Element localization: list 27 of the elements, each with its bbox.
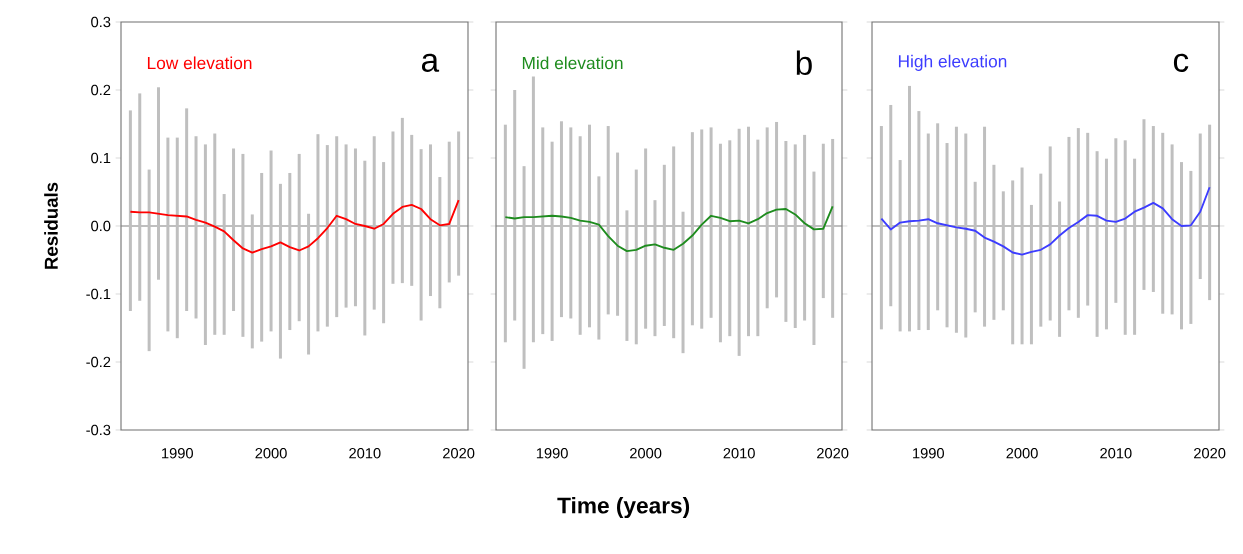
x-tick-label: 1990 [536, 448, 568, 459]
x-tick-label: 2020 [443, 448, 475, 459]
x-tick-label: 2020 [1194, 448, 1226, 459]
y-axis-title: Residuals [44, 182, 58, 269]
y-tick-label: -0.1 [86, 288, 111, 300]
y-tick-label: 0.1 [91, 152, 111, 164]
x-tick-label: 2010 [349, 448, 381, 459]
x-tick-label: 2000 [255, 448, 287, 459]
x-tick-label: 2000 [630, 448, 662, 459]
x-tick-label: 2020 [817, 448, 849, 459]
x-tick-label: 2010 [723, 448, 755, 459]
annotation: b [796, 50, 812, 76]
y-tick-label: -0.3 [86, 424, 111, 436]
text: High elevation [898, 54, 1007, 71]
annotation: a [421, 53, 440, 72]
text: Mid elevation [522, 56, 623, 70]
x-tick-label: 1990 [162, 448, 193, 459]
x-tick-label: 2000 [1006, 448, 1038, 459]
x-tick-label: 2010 [1100, 448, 1132, 459]
text: Low elevation [147, 56, 252, 70]
y-tick-label: 0.0 [91, 220, 111, 232]
y-tick-label: -0.2 [86, 356, 111, 368]
y-tick-label: 0.2 [91, 84, 111, 96]
x-tick-label: 1990 [913, 448, 944, 459]
x-axis-title: Time (years) [557, 496, 690, 519]
annotation: c [1173, 53, 1189, 72]
y-tick-label: 0.3 [91, 16, 111, 28]
